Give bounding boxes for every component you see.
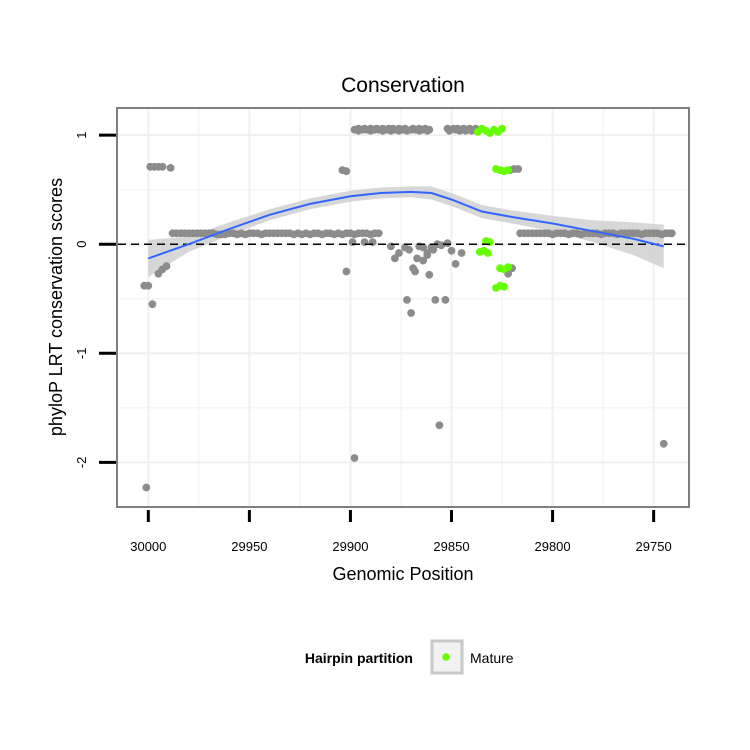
point-other (413, 254, 421, 263)
x-tick-label: 30000 (130, 539, 166, 554)
point-other (142, 483, 151, 492)
point-other (419, 256, 428, 265)
point-other (144, 281, 153, 290)
point-other (405, 245, 413, 254)
point-other (411, 267, 419, 276)
legend-title: Hairpin partition (305, 650, 413, 666)
confidence-band-layer (148, 186, 664, 277)
point-mature (504, 166, 512, 175)
point-other (166, 164, 175, 172)
point-other (419, 243, 428, 252)
point-other (437, 241, 446, 250)
y-tick-label: -2 (74, 457, 89, 469)
point-other (425, 270, 434, 279)
x-tick-label: 29850 (433, 539, 469, 554)
point-other (395, 249, 403, 257)
point-other (350, 454, 359, 462)
legend-key-box (430, 639, 464, 675)
x-tick-label: 29750 (636, 539, 672, 554)
legend: Hairpin partition Mature (305, 639, 514, 675)
point-other (162, 262, 171, 270)
point-other (659, 439, 668, 448)
point-other (148, 300, 157, 309)
point-mature (484, 249, 492, 257)
confidence-band (148, 186, 664, 277)
point-other (425, 125, 434, 134)
point-other (451, 260, 460, 268)
point-other (423, 249, 432, 257)
point-other (374, 229, 383, 238)
legend-mature-dot-icon (442, 653, 450, 661)
x-tick-label: 29800 (534, 539, 570, 554)
point-other (429, 245, 438, 254)
point-other (514, 165, 523, 173)
point-mature (500, 282, 508, 291)
y-tick-label: 1 (74, 132, 89, 139)
y-tick-label: -1 (74, 348, 89, 360)
legend-label-mature: Mature (470, 650, 514, 666)
x-tick-label: 29900 (332, 539, 368, 554)
point-other (447, 246, 456, 255)
point-other (431, 296, 440, 304)
point-other (158, 162, 167, 171)
point-other (667, 229, 676, 238)
point-mature (482, 237, 490, 245)
x-axis-title: Genomic Position (332, 564, 473, 584)
point-other (443, 239, 452, 248)
point-other (403, 296, 411, 304)
point-other (457, 249, 466, 257)
point-mature (498, 124, 506, 133)
axis-ticks: 30000 29950 29900 29850 29800 29750 1 0 -1 -2 (74, 132, 672, 554)
panel-border (116, 107, 690, 508)
smooth-line-layer (118, 190, 688, 260)
x-tick-label: 29950 (231, 539, 267, 554)
point-mature (504, 263, 512, 271)
chart-title: Conservation (341, 74, 465, 97)
point-other (441, 296, 450, 304)
point-other (342, 167, 351, 176)
y-axis-title: phyloP LRT conservation scores (46, 178, 66, 436)
grid (118, 109, 688, 506)
point-other (407, 309, 415, 317)
y-tick-label: 0 (74, 241, 89, 248)
smooth-line (147, 190, 664, 260)
point-other (391, 254, 399, 263)
points-layer (140, 124, 676, 492)
point-other (435, 421, 444, 430)
point-other (342, 267, 351, 276)
